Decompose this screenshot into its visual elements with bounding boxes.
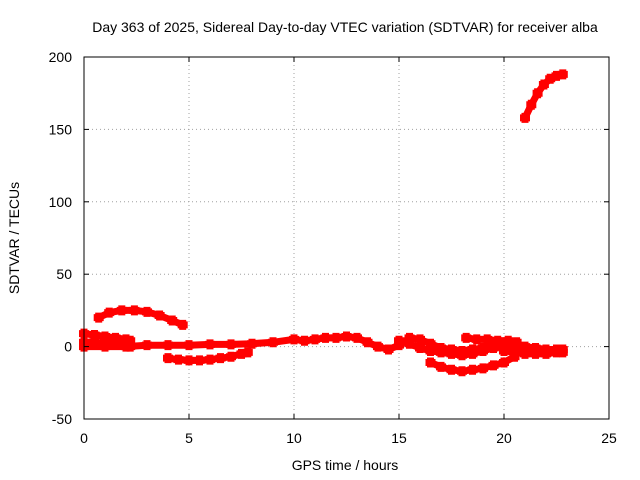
x-tick-label: 25 (601, 430, 617, 446)
series-track-7 (461, 332, 522, 348)
data-point (520, 112, 530, 123)
data-point (530, 348, 541, 359)
data-point (526, 99, 537, 110)
data-point (478, 345, 488, 356)
data-point (247, 338, 257, 349)
x-tick-label: 5 (185, 430, 193, 446)
data-point (488, 360, 499, 371)
data-point (331, 332, 341, 343)
data-point (467, 348, 478, 359)
y-axis-label: SDTVAR / TECUs (6, 182, 22, 294)
data-point (557, 69, 568, 80)
data-point (142, 306, 152, 317)
data-point (205, 354, 215, 365)
grid (84, 57, 609, 419)
data-point (503, 335, 514, 346)
plot-frame (83, 56, 610, 420)
data-point (383, 344, 394, 355)
series-track-6 (394, 335, 509, 361)
data-point (478, 363, 488, 374)
data-point (299, 335, 310, 346)
data-point (532, 88, 543, 99)
data-point (461, 332, 472, 343)
x-tick-label: 10 (286, 430, 302, 446)
data-point (352, 332, 362, 343)
series-track-2 (93, 305, 188, 330)
x-axis-label: GPS time / hours (292, 457, 399, 473)
data-point (184, 340, 194, 351)
data-point (362, 337, 373, 348)
data-point (509, 347, 520, 358)
data-point (471, 334, 482, 345)
data-point (167, 315, 178, 326)
data-point (163, 340, 173, 351)
data-point (488, 343, 499, 354)
y-tick-label: 150 (49, 121, 73, 137)
data-point (511, 337, 522, 348)
data-point (492, 335, 503, 346)
y-axis: -50 0 50 100 150 200 (49, 49, 609, 427)
data-point (436, 361, 446, 372)
data-point (93, 312, 104, 323)
data-point (154, 310, 165, 321)
y-tick-label: 100 (49, 194, 73, 210)
data-point (415, 334, 425, 345)
data-point (104, 307, 115, 318)
data-point (373, 341, 383, 352)
data-point (320, 332, 331, 343)
data-point (129, 305, 140, 316)
series-layer (79, 69, 568, 377)
y-tick-label: -50 (52, 411, 72, 427)
data-point (541, 348, 551, 359)
data-point (116, 305, 127, 316)
data-point (194, 355, 205, 366)
data-point (436, 347, 446, 358)
y-tick-label: 200 (49, 49, 73, 65)
data-point (467, 364, 478, 375)
data-point (100, 341, 110, 352)
data-point (557, 347, 568, 358)
x-tick-label: 20 (496, 430, 512, 446)
data-point (457, 350, 467, 361)
y-tick-label: 50 (56, 266, 72, 282)
data-point (121, 341, 131, 352)
data-point (457, 366, 467, 377)
data-point (268, 337, 278, 348)
data-point (425, 345, 436, 356)
data-point (163, 353, 173, 364)
data-point (184, 355, 194, 366)
data-point (404, 338, 415, 349)
data-point (215, 353, 226, 364)
data-point (446, 348, 457, 359)
data-point (226, 339, 236, 350)
data-point (538, 79, 549, 90)
chart-title: Day 363 of 2025, Sidereal Day-to-day VTE… (92, 19, 598, 35)
x-axis: 0 5 10 15 20 25 (80, 57, 617, 446)
data-point (499, 345, 509, 356)
data-point (415, 343, 425, 354)
data-point (341, 331, 352, 342)
x-tick-label: 15 (391, 430, 407, 446)
y-tick-label: 0 (64, 339, 72, 355)
data-point (482, 334, 493, 345)
data-point (173, 354, 184, 365)
data-point (289, 334, 299, 345)
data-point (446, 364, 457, 375)
data-point (177, 319, 188, 330)
data-point (394, 335, 404, 346)
data-point (520, 348, 530, 359)
data-point (499, 357, 509, 368)
series-track-8 (163, 347, 253, 366)
data-point (425, 357, 436, 368)
data-point (310, 334, 320, 345)
series-track-10 (499, 345, 568, 359)
data-point (205, 339, 215, 350)
x-tick-label: 0 (80, 430, 88, 446)
data-point (142, 340, 152, 351)
series-track-1 (520, 69, 568, 123)
data-point (226, 351, 236, 362)
data-point (242, 347, 253, 358)
